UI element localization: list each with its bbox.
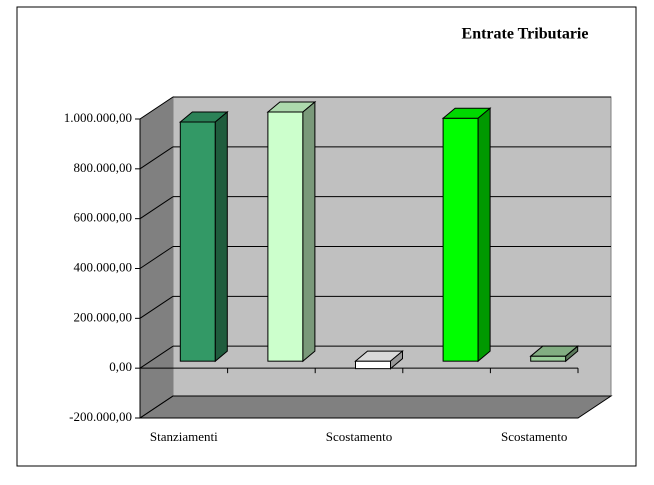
grid-line — [139, 345, 174, 369]
x-tick-label: Scostamento — [501, 429, 567, 444]
bar-front — [530, 355, 567, 362]
y-tick-label: 0,00 — [109, 359, 132, 374]
bar-side — [302, 100, 316, 363]
grid-line — [139, 96, 174, 120]
floor — [138, 395, 613, 419]
y-tick-label: 800.000,00 — [74, 160, 133, 175]
grid-line — [139, 196, 174, 220]
y-tick-label: 1.000.000,00 — [64, 110, 132, 125]
bar-side — [214, 110, 228, 363]
y-tick-label: 400.000,00 — [74, 259, 133, 274]
grid-line — [139, 395, 174, 419]
grid-line — [139, 246, 174, 269]
bar-front — [442, 117, 479, 362]
grid-line — [139, 146, 174, 170]
chart-title: Entrate Tributarie — [462, 26, 589, 43]
x-tick-label: Scostamento — [326, 429, 392, 444]
y-tick-label: 600.000,00 — [74, 210, 133, 225]
y-tick-label: -200.000,00 — [69, 409, 132, 424]
bar-side — [390, 350, 403, 370]
grid-line — [139, 295, 174, 319]
bar-side — [565, 345, 579, 363]
bar-front — [179, 121, 216, 362]
x-tick-label: Stanziamenti — [150, 429, 218, 444]
bar-side — [477, 107, 491, 363]
bar-front — [267, 111, 304, 362]
y-tick-label: 200.000,00 — [74, 309, 133, 324]
bar-front — [355, 360, 391, 370]
